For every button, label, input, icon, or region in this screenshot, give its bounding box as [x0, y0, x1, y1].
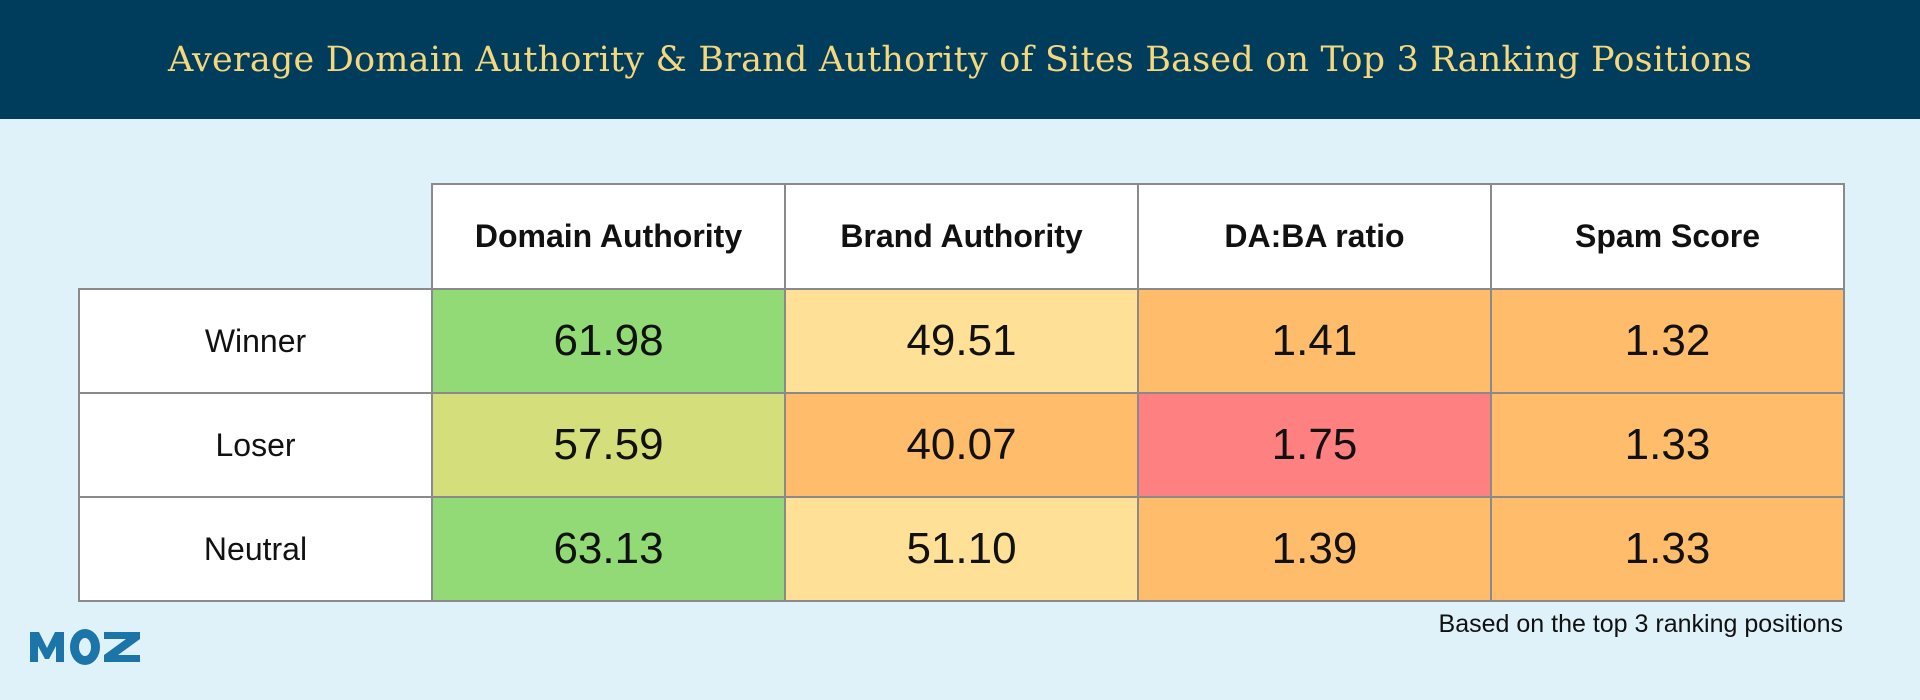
column-header: Brand Authority [784, 183, 1139, 290]
column-header: DA:BA ratio [1137, 183, 1492, 290]
value-cell: 1.39 [1137, 496, 1492, 602]
value-cell: 61.98 [431, 288, 786, 394]
value-cell: 40.07 [784, 392, 1139, 498]
table-row: Neutral 63.13 51.10 1.39 1.33 [78, 496, 1845, 602]
moz-logo-icon [30, 629, 140, 665]
row-label: Winner [78, 288, 433, 394]
value-cell: 51.10 [784, 496, 1139, 602]
value-cell: 1.33 [1490, 496, 1845, 602]
page-title: Average Domain Authority & Brand Authori… [167, 39, 1753, 80]
corner-cell [79, 184, 432, 290]
value-cell: 1.33 [1490, 392, 1845, 498]
data-table: Domain Authority Brand Authority DA:BA r… [78, 183, 1845, 602]
moz-logo [30, 628, 142, 671]
footnote: Based on the top 3 ranking positions [1438, 610, 1843, 638]
value-cell: 49.51 [784, 288, 1139, 394]
table-header-row: Domain Authority Brand Authority DA:BA r… [79, 183, 1845, 290]
column-header: Domain Authority [431, 183, 786, 290]
table-row: Loser 57.59 40.07 1.75 1.33 [78, 392, 1845, 498]
header-banner: Average Domain Authority & Brand Authori… [0, 0, 1920, 119]
value-cell: 1.75 [1137, 392, 1492, 498]
value-cell: 1.32 [1490, 288, 1845, 394]
column-header: Spam Score [1490, 183, 1845, 290]
row-label: Loser [78, 392, 433, 498]
value-cell: 1.41 [1137, 288, 1492, 394]
value-cell: 63.13 [431, 496, 786, 602]
value-cell: 57.59 [431, 392, 786, 498]
table-row: Winner 61.98 49.51 1.41 1.32 [78, 288, 1845, 394]
row-label: Neutral [78, 496, 433, 602]
